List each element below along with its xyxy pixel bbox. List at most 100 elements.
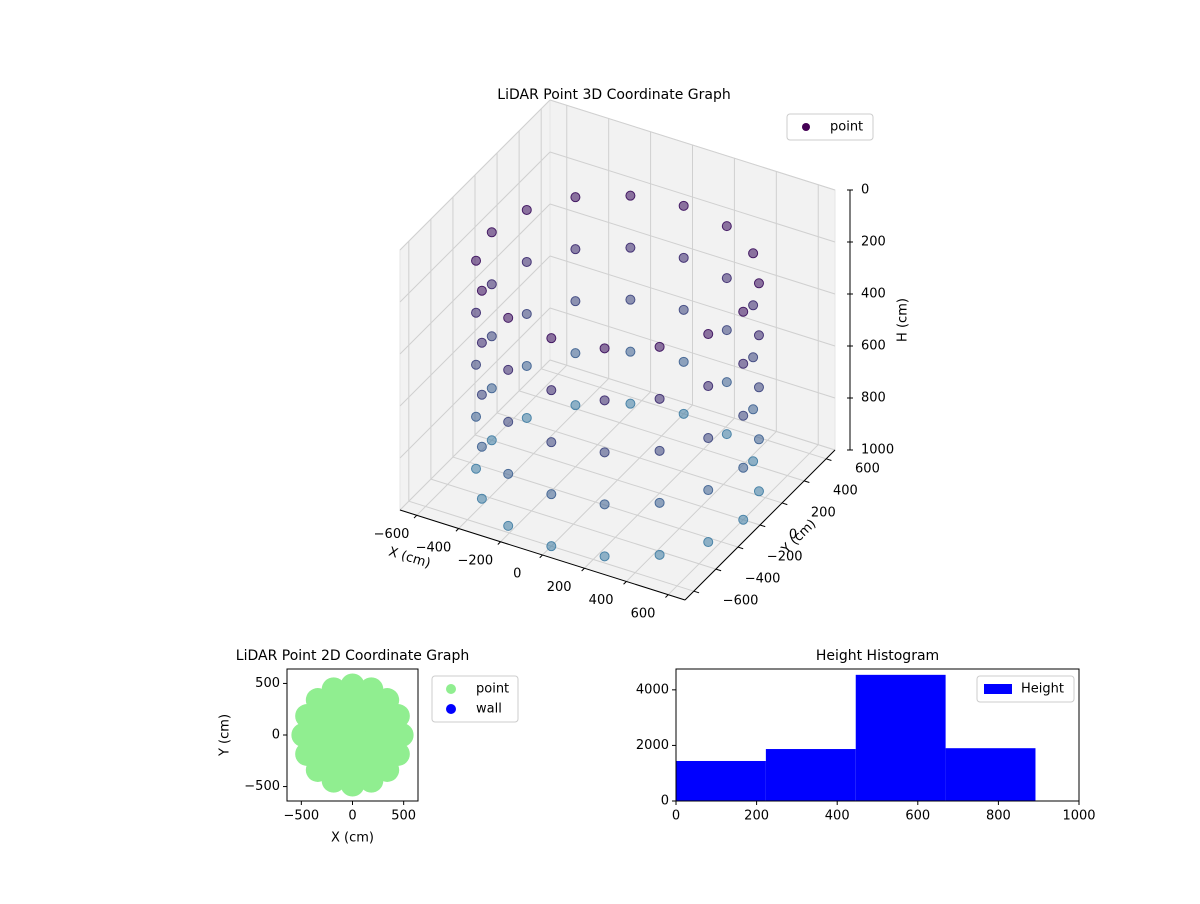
- grid-line: [452, 456, 739, 548]
- grid-line: [549, 359, 836, 451]
- x-tick-label: −500: [283, 809, 319, 824]
- point: [738, 410, 749, 421]
- point: [678, 408, 689, 419]
- grid-line: [549, 307, 836, 399]
- point: [748, 352, 759, 363]
- grid-line: [549, 99, 836, 191]
- legend-box: [976, 675, 1075, 703]
- legend-marker: [446, 704, 456, 714]
- point: [678, 304, 689, 315]
- point: [703, 381, 714, 392]
- y-tick-label: 400: [833, 483, 858, 498]
- point: [678, 252, 689, 263]
- y-tick-label: −500: [244, 779, 280, 794]
- point: [521, 204, 532, 215]
- x-tick: [455, 528, 460, 532]
- point: [753, 382, 764, 393]
- x-tick-label: 400: [589, 593, 614, 608]
- z-tick-label: 200: [861, 235, 886, 250]
- z-tick-label: 0: [861, 183, 869, 198]
- y-tick-label: 0: [661, 794, 669, 809]
- y-axis: [684, 449, 836, 601]
- point: [654, 393, 665, 404]
- point: [678, 356, 689, 367]
- point: [476, 389, 487, 400]
- point: [340, 772, 365, 797]
- point: [570, 244, 581, 255]
- y-tick: [803, 480, 810, 484]
- point: [748, 300, 759, 311]
- point: [654, 341, 665, 352]
- x-tick-label: 800: [986, 809, 1011, 824]
- point: [546, 489, 557, 500]
- point: [738, 306, 749, 317]
- axes-frame: [675, 668, 1080, 802]
- point: [340, 723, 365, 747]
- point: [599, 395, 610, 406]
- point: [721, 429, 732, 440]
- x-tick: [623, 581, 627, 585]
- point: [738, 358, 749, 369]
- point: [471, 255, 482, 266]
- chart-title: LiDAR Point 3D Coordinate Graph: [497, 87, 730, 103]
- point: [625, 294, 636, 305]
- y-tick: [693, 590, 700, 594]
- point: [486, 331, 497, 342]
- point: [471, 307, 482, 318]
- z-tick-label: 600: [861, 339, 886, 354]
- point: [570, 400, 581, 411]
- x-tick: [581, 567, 585, 572]
- point: [570, 348, 581, 359]
- chart-title: Height Histogram: [816, 648, 939, 664]
- grid-line: [399, 307, 551, 459]
- x-axis: [399, 509, 686, 601]
- point: [546, 541, 557, 552]
- point: [654, 445, 665, 456]
- legend-label: point: [830, 120, 863, 135]
- y-tick: [781, 502, 788, 506]
- y-tick: [759, 524, 766, 528]
- point: [486, 279, 497, 290]
- point: [503, 364, 514, 375]
- y-tick-label: 0: [272, 728, 280, 743]
- grid-line: [496, 412, 783, 504]
- point: [476, 337, 487, 348]
- x-tick-label: 600: [905, 809, 930, 824]
- z-tick-label: 800: [861, 391, 886, 406]
- grid-line: [399, 151, 551, 303]
- x-tick-label: 500: [391, 809, 416, 824]
- point: [340, 673, 365, 698]
- point: [748, 404, 759, 415]
- point: [625, 242, 636, 253]
- y-tick: [737, 546, 744, 550]
- x-tick-label: 200: [744, 809, 769, 824]
- point: [654, 549, 665, 560]
- point: [570, 296, 581, 307]
- grid-line: [474, 434, 761, 526]
- z-tick-label: 400: [861, 287, 886, 302]
- point: [738, 514, 749, 525]
- y-tick: [715, 568, 722, 572]
- point: [748, 248, 759, 259]
- point: [753, 486, 764, 497]
- bar: [945, 748, 1036, 801]
- grid-line: [399, 203, 551, 355]
- grid-line: [549, 203, 836, 295]
- grid-line: [518, 390, 805, 482]
- legend-label: Height: [1021, 682, 1064, 697]
- point: [703, 433, 714, 444]
- point: [503, 468, 514, 479]
- point: [521, 256, 532, 267]
- point: [753, 434, 764, 445]
- point: [703, 537, 714, 548]
- z-axis-label: H (cm): [896, 298, 911, 342]
- point: [599, 343, 610, 354]
- x-tick: [413, 514, 418, 519]
- legend-patch: [984, 684, 1012, 694]
- point: [368, 739, 393, 764]
- point: [625, 346, 636, 357]
- bar: [676, 760, 766, 801]
- y-tick-label: 200: [811, 505, 836, 520]
- point: [486, 435, 497, 446]
- point: [476, 493, 487, 504]
